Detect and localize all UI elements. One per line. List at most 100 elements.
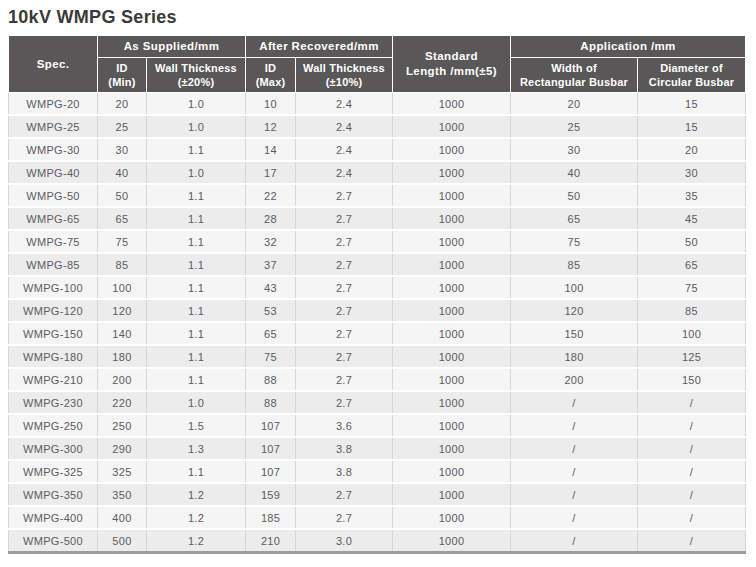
spec-sheet-page: 10kV WMPG Series Spec. As Supplied/mm Af… (0, 0, 756, 567)
value-cell: 2.7 (296, 483, 393, 506)
value-cell: 1.0 (147, 161, 246, 184)
spec-cell: WMPG-300 (9, 437, 98, 460)
value-cell: 2.4 (296, 138, 393, 161)
value-cell: 200 (511, 368, 638, 391)
value-cell: 20 (511, 93, 638, 116)
spec-cell: WMPG-400 (9, 506, 98, 529)
header-wall-thickness-20: Wall Thickness (±20%) (147, 58, 246, 93)
value-cell: 2.7 (296, 184, 393, 207)
value-cell: 1000 (393, 184, 511, 207)
value-cell: 15 (638, 115, 746, 138)
spec-cell: WMPG-325 (9, 460, 98, 483)
value-cell: 65 (638, 253, 746, 276)
value-cell: 20 (638, 138, 746, 161)
value-cell: 65 (511, 207, 638, 230)
value-cell: 12 (246, 115, 296, 138)
spec-cell: WMPG-40 (9, 161, 98, 184)
value-cell: 107 (246, 460, 296, 483)
value-cell: 1.1 (147, 322, 246, 345)
value-cell: 40 (98, 161, 147, 184)
value-cell: / (638, 437, 746, 460)
header-wall-thickness-10: Wall Thickness (±10%) (296, 58, 393, 93)
value-cell: / (638, 483, 746, 506)
value-cell: 1.1 (147, 138, 246, 161)
header-standard-length: Standard Length /mm(±5) (393, 36, 511, 93)
value-cell: 85 (638, 299, 746, 322)
value-cell: 100 (511, 276, 638, 299)
spec-cell: WMPG-180 (9, 345, 98, 368)
table-row: WMPG-2302201.0882.71000// (9, 391, 746, 414)
value-cell: 159 (246, 483, 296, 506)
value-cell: 37 (246, 253, 296, 276)
value-cell: 325 (98, 460, 147, 483)
value-cell: 125 (638, 345, 746, 368)
value-cell: 2.7 (296, 253, 393, 276)
value-cell: 3.0 (296, 529, 393, 553)
value-cell: 1000 (393, 253, 511, 276)
table-row: WMPG-20201.0102.410002015 (9, 93, 746, 116)
value-cell: 28 (246, 207, 296, 230)
table-row: WMPG-30301.1142.410003020 (9, 138, 746, 161)
value-cell: 32 (246, 230, 296, 253)
value-cell: 1.1 (147, 345, 246, 368)
value-cell: 290 (98, 437, 147, 460)
table-row: WMPG-75751.1322.710007550 (9, 230, 746, 253)
value-cell: 35 (638, 184, 746, 207)
value-cell: 1.2 (147, 506, 246, 529)
value-cell: 2.7 (296, 322, 393, 345)
value-cell: 75 (511, 230, 638, 253)
value-cell: 75 (246, 345, 296, 368)
value-cell: 2.7 (296, 230, 393, 253)
value-cell: 2.4 (296, 161, 393, 184)
table-row: WMPG-3503501.21592.71000// (9, 483, 746, 506)
value-cell: 65 (246, 322, 296, 345)
value-cell: / (638, 414, 746, 437)
value-cell: 30 (638, 161, 746, 184)
value-cell: / (511, 460, 638, 483)
value-cell: 1000 (393, 299, 511, 322)
value-cell: 1000 (393, 322, 511, 345)
value-cell: / (511, 437, 638, 460)
value-cell: 2.7 (296, 207, 393, 230)
value-cell: 1000 (393, 414, 511, 437)
value-cell: / (511, 414, 638, 437)
value-cell: 220 (98, 391, 147, 414)
value-cell: 2.7 (296, 299, 393, 322)
value-cell: 1000 (393, 529, 511, 553)
table-row: WMPG-85851.1372.710008565 (9, 253, 746, 276)
value-cell: 25 (511, 115, 638, 138)
value-cell: / (511, 483, 638, 506)
value-cell: 150 (638, 368, 746, 391)
value-cell: 2.7 (296, 368, 393, 391)
value-cell: 1.0 (147, 391, 246, 414)
spec-cell: WMPG-85 (9, 253, 98, 276)
value-cell: 1000 (393, 207, 511, 230)
value-cell: 2.7 (296, 276, 393, 299)
value-cell: 50 (98, 184, 147, 207)
table-row: WMPG-2102001.1882.71000200150 (9, 368, 746, 391)
value-cell: 30 (511, 138, 638, 161)
value-cell: 200 (98, 368, 147, 391)
value-cell: 1000 (393, 483, 511, 506)
value-cell: 1.1 (147, 460, 246, 483)
table-body: WMPG-20201.0102.410002015WMPG-25251.0122… (9, 93, 746, 553)
value-cell: / (511, 529, 638, 553)
spec-cell: WMPG-75 (9, 230, 98, 253)
value-cell: 500 (98, 529, 147, 553)
value-cell: 53 (246, 299, 296, 322)
value-cell: 1000 (393, 506, 511, 529)
value-cell: 2.4 (296, 115, 393, 138)
value-cell: 88 (246, 391, 296, 414)
value-cell: 120 (511, 299, 638, 322)
value-cell: 210 (246, 529, 296, 553)
value-cell: 140 (98, 322, 147, 345)
spec-cell: WMPG-100 (9, 276, 98, 299)
value-cell: 180 (98, 345, 147, 368)
value-cell: 45 (638, 207, 746, 230)
value-cell: 100 (638, 322, 746, 345)
value-cell: 1000 (393, 276, 511, 299)
table-row: WMPG-40401.0172.410004030 (9, 161, 746, 184)
value-cell: 185 (246, 506, 296, 529)
value-cell: 1000 (393, 391, 511, 414)
spec-cell: WMPG-120 (9, 299, 98, 322)
